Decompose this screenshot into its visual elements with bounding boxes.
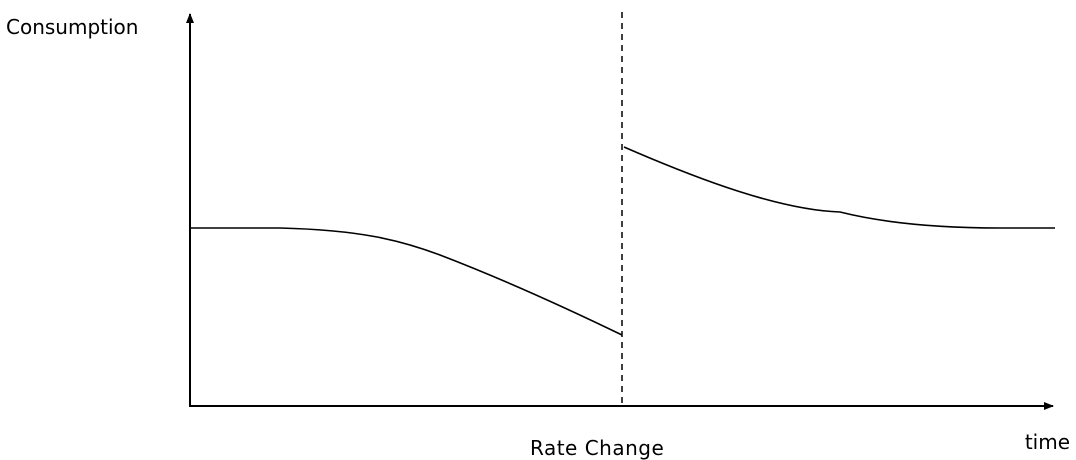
consumption-curve-before (191, 227, 623, 336)
consumption-curve-after (623, 146, 1055, 229)
y-axis-label: Consumption (6, 15, 139, 39)
rate-change-label: Rate Change (530, 436, 665, 460)
x-axis-label: time (1024, 430, 1070, 454)
